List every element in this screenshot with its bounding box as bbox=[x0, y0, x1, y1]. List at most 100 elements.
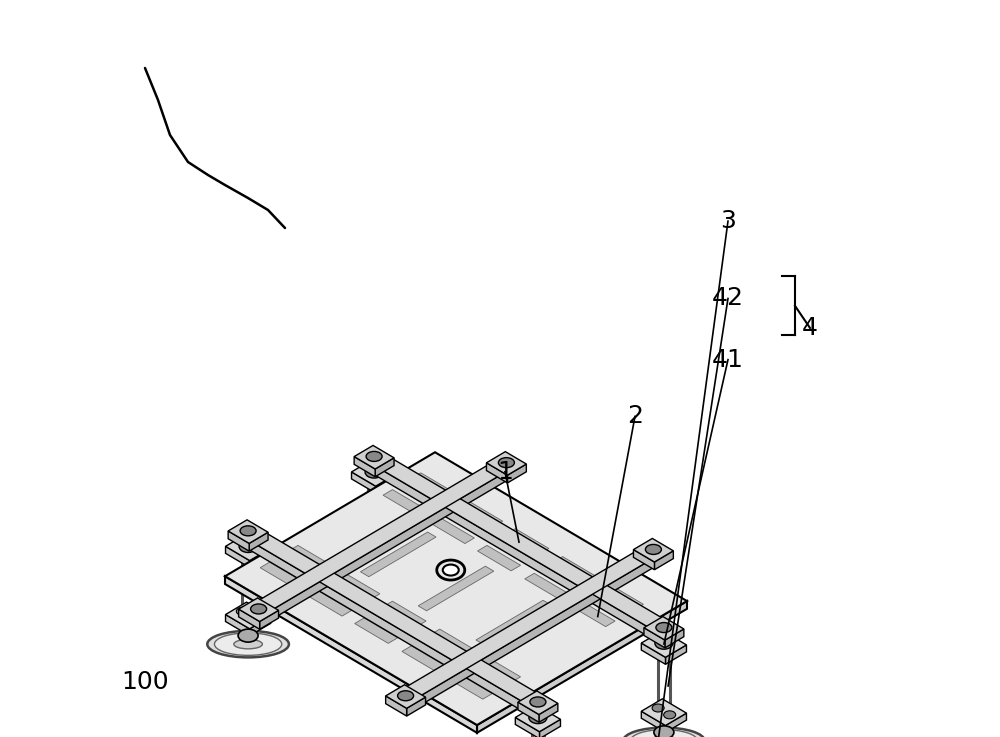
Polygon shape bbox=[360, 532, 436, 577]
Text: 3: 3 bbox=[720, 209, 736, 233]
Polygon shape bbox=[531, 698, 545, 716]
Ellipse shape bbox=[664, 710, 676, 719]
Polygon shape bbox=[307, 590, 352, 616]
Ellipse shape bbox=[207, 631, 289, 657]
Ellipse shape bbox=[529, 712, 547, 724]
Polygon shape bbox=[525, 573, 569, 599]
Polygon shape bbox=[250, 616, 271, 636]
Ellipse shape bbox=[652, 704, 664, 712]
Polygon shape bbox=[486, 452, 526, 475]
Polygon shape bbox=[665, 629, 684, 648]
Polygon shape bbox=[398, 545, 661, 700]
Ellipse shape bbox=[398, 691, 414, 701]
Polygon shape bbox=[367, 461, 657, 641]
Polygon shape bbox=[239, 609, 260, 629]
Polygon shape bbox=[539, 719, 560, 737]
Polygon shape bbox=[386, 685, 426, 708]
Ellipse shape bbox=[364, 555, 384, 567]
Polygon shape bbox=[251, 458, 514, 613]
Ellipse shape bbox=[360, 565, 388, 574]
Polygon shape bbox=[398, 691, 413, 710]
Ellipse shape bbox=[239, 540, 257, 553]
Polygon shape bbox=[336, 573, 380, 599]
Ellipse shape bbox=[251, 604, 267, 614]
Polygon shape bbox=[486, 463, 507, 483]
Text: 42: 42 bbox=[712, 287, 744, 310]
Polygon shape bbox=[241, 535, 531, 716]
Polygon shape bbox=[352, 472, 376, 493]
Ellipse shape bbox=[443, 565, 459, 576]
Ellipse shape bbox=[654, 726, 674, 737]
Text: 41: 41 bbox=[712, 348, 744, 371]
Polygon shape bbox=[476, 600, 552, 645]
Polygon shape bbox=[572, 601, 615, 626]
Polygon shape bbox=[250, 548, 271, 567]
Polygon shape bbox=[449, 674, 492, 699]
Polygon shape bbox=[515, 717, 539, 737]
Polygon shape bbox=[477, 601, 687, 733]
Ellipse shape bbox=[340, 559, 408, 581]
Polygon shape bbox=[354, 457, 375, 477]
Polygon shape bbox=[413, 554, 661, 710]
Ellipse shape bbox=[240, 525, 256, 536]
Ellipse shape bbox=[656, 623, 672, 632]
Polygon shape bbox=[260, 562, 303, 587]
Ellipse shape bbox=[650, 736, 678, 737]
Polygon shape bbox=[478, 545, 521, 571]
Ellipse shape bbox=[248, 614, 260, 622]
Polygon shape bbox=[226, 546, 250, 567]
Polygon shape bbox=[478, 657, 521, 682]
Ellipse shape bbox=[365, 466, 383, 478]
Ellipse shape bbox=[645, 545, 661, 554]
Polygon shape bbox=[355, 618, 398, 643]
Polygon shape bbox=[518, 691, 558, 714]
Polygon shape bbox=[411, 473, 454, 498]
Polygon shape bbox=[430, 629, 474, 655]
Polygon shape bbox=[430, 517, 474, 544]
Polygon shape bbox=[352, 460, 397, 486]
Ellipse shape bbox=[366, 452, 382, 461]
Polygon shape bbox=[376, 474, 397, 493]
Polygon shape bbox=[249, 532, 268, 551]
Ellipse shape bbox=[236, 607, 248, 615]
Polygon shape bbox=[641, 643, 665, 664]
Polygon shape bbox=[266, 467, 514, 623]
Polygon shape bbox=[506, 528, 549, 554]
Polygon shape bbox=[553, 556, 597, 583]
Ellipse shape bbox=[530, 697, 546, 707]
Polygon shape bbox=[654, 551, 673, 570]
Ellipse shape bbox=[374, 539, 386, 548]
Polygon shape bbox=[657, 624, 671, 641]
Polygon shape bbox=[228, 531, 249, 551]
Polygon shape bbox=[241, 527, 545, 707]
Polygon shape bbox=[383, 601, 426, 626]
Ellipse shape bbox=[362, 533, 374, 541]
Polygon shape bbox=[665, 713, 686, 733]
Ellipse shape bbox=[655, 638, 673, 649]
Polygon shape bbox=[354, 445, 394, 469]
Polygon shape bbox=[376, 542, 397, 562]
Polygon shape bbox=[665, 645, 686, 664]
Polygon shape bbox=[407, 697, 426, 716]
Text: 4: 4 bbox=[802, 316, 818, 340]
Polygon shape bbox=[383, 489, 426, 515]
Polygon shape bbox=[518, 702, 539, 722]
Polygon shape bbox=[633, 550, 654, 570]
Polygon shape bbox=[402, 646, 446, 672]
Polygon shape bbox=[225, 576, 477, 733]
Ellipse shape bbox=[623, 727, 705, 737]
Polygon shape bbox=[515, 705, 560, 732]
Text: 100: 100 bbox=[121, 670, 169, 694]
Polygon shape bbox=[226, 534, 271, 561]
Polygon shape bbox=[289, 545, 332, 571]
Ellipse shape bbox=[333, 556, 415, 583]
Polygon shape bbox=[352, 528, 397, 554]
Polygon shape bbox=[375, 458, 394, 477]
Polygon shape bbox=[539, 703, 558, 722]
Polygon shape bbox=[633, 539, 673, 562]
Polygon shape bbox=[352, 540, 376, 562]
Polygon shape bbox=[386, 696, 407, 716]
Polygon shape bbox=[641, 699, 686, 725]
Polygon shape bbox=[239, 598, 279, 621]
Polygon shape bbox=[641, 711, 665, 733]
